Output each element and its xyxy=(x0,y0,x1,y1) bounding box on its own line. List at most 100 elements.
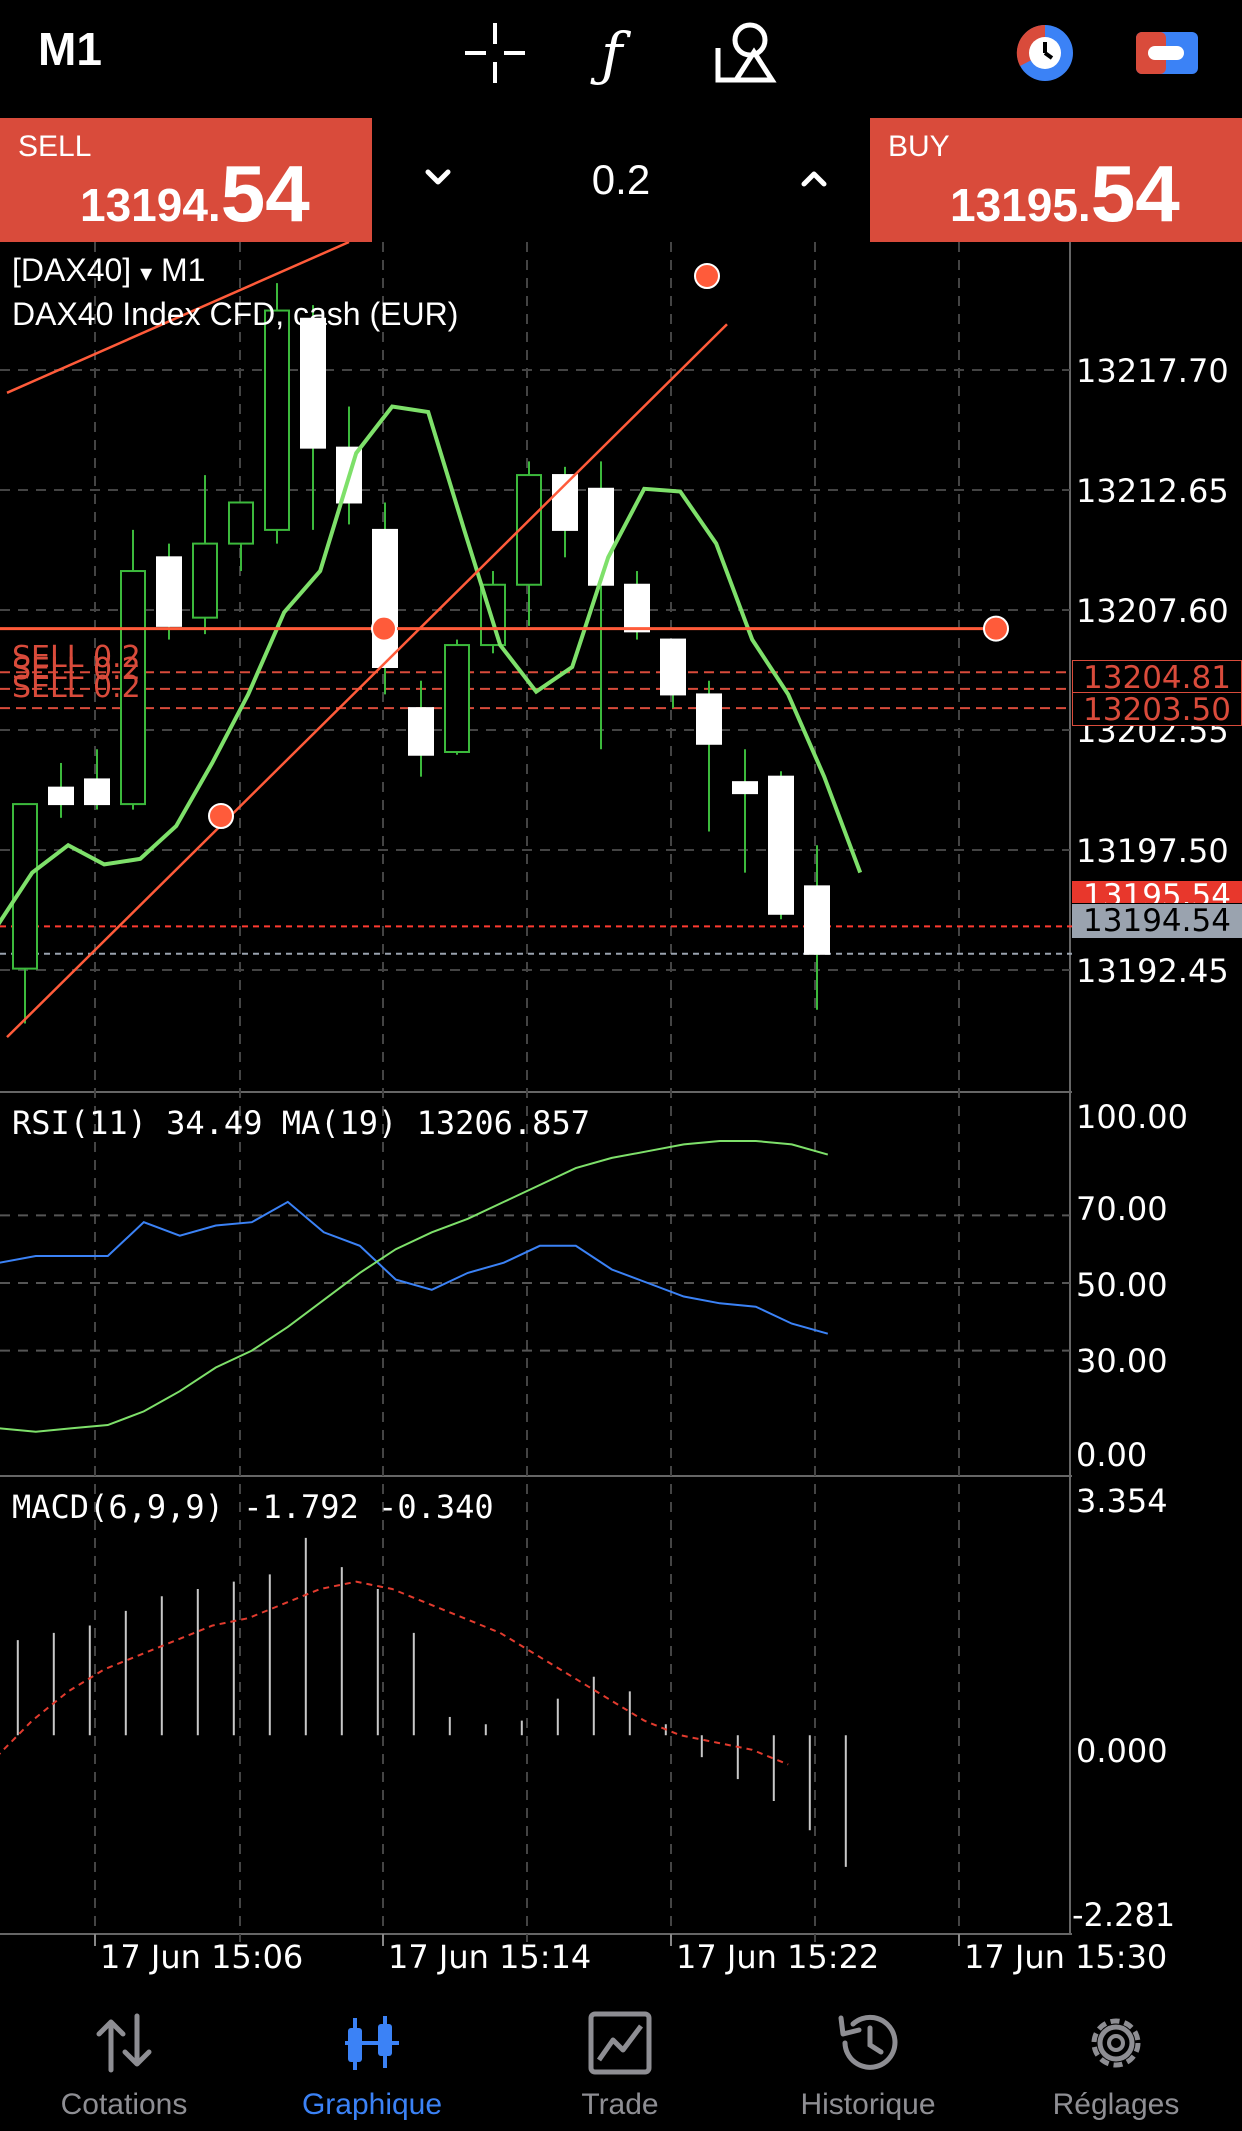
time-axis-label: 17 Jun 15:22 xyxy=(676,1938,880,1976)
symbol-dropdown-icon: ▾ xyxy=(140,260,153,287)
chart-symbol[interactable]: [DAX40] ▾ M1 xyxy=(12,252,205,289)
order-price-tag: 13203.50 xyxy=(1072,692,1242,727)
sell-price-big: 54 xyxy=(220,149,310,238)
lot-selector: 0.2 xyxy=(372,118,870,242)
symbol-description: DAX40 Index CFD, cash (EUR) xyxy=(12,296,459,332)
order-label: SELL 0.2 xyxy=(12,640,141,675)
candle-body xyxy=(264,309,290,531)
indicators-icon[interactable]: ƒ xyxy=(585,18,655,88)
tab-label: Graphique xyxy=(301,2088,443,2121)
crosshair-icon[interactable] xyxy=(460,18,530,88)
time-axis-label: 17 Jun 15:14 xyxy=(388,1938,592,1976)
svg-text:ƒ: ƒ xyxy=(590,20,632,88)
objects-icon[interactable] xyxy=(710,18,780,88)
candle-body xyxy=(624,583,650,633)
buy-price-small: 13195. xyxy=(950,179,1091,231)
tab-historique[interactable]: Historique xyxy=(744,1982,992,2131)
tab-label: Trade xyxy=(581,2088,659,2121)
buy-price-big: 54 xyxy=(1090,149,1180,238)
macd-axis-label: -2.281 xyxy=(1072,1896,1176,1934)
horizontal-line-anchor xyxy=(371,615,397,642)
buy-button[interactable]: BUY 13195.54 xyxy=(870,118,1242,242)
trendline-anchor xyxy=(694,263,720,289)
sell-price-small: 13194. xyxy=(80,179,221,231)
rsi-line xyxy=(0,1200,829,1335)
price-axis-label: 13212.65 xyxy=(1076,472,1229,510)
candle-body xyxy=(84,778,110,806)
candle-body xyxy=(408,707,434,756)
rsi-label: RSI(11) 34.49 MA(19) 13206.857 xyxy=(12,1104,590,1142)
order-label: SELL 0.2 xyxy=(12,670,141,705)
top-toolbar: M1 ƒ xyxy=(0,0,1242,116)
price-axis-label: 13207.60 xyxy=(1076,592,1229,630)
sell-price: 13194.54 xyxy=(80,148,310,240)
toggle-icon[interactable] xyxy=(1132,18,1202,88)
time-axis-label: 17 Jun 15:06 xyxy=(100,1938,304,1976)
macd-axis-label: 3.354 xyxy=(1076,1482,1168,1520)
history-icon xyxy=(838,2014,898,2070)
chart-icon xyxy=(345,2016,399,2070)
candle-body xyxy=(696,693,722,745)
buy-price: 13195.54 xyxy=(950,148,1180,240)
rsi-axis-label: 100.00 xyxy=(1076,1098,1188,1136)
symbol-name: [DAX40] xyxy=(12,252,132,288)
one-click-trading-panel: SELL 13194.54 0.2 BUY 13195.54 xyxy=(0,118,1242,242)
macd-label: MACD(6,9,9) -1.792 -0.340 xyxy=(12,1488,494,1526)
order-label: SELL 0.2 xyxy=(12,652,141,687)
rsi-axis-label: 50.00 xyxy=(1076,1266,1168,1304)
symbol-timeframe: M1 xyxy=(161,252,206,288)
sell-button[interactable]: SELL 13194.54 xyxy=(0,118,372,242)
tab-graphique[interactable]: Graphique xyxy=(248,1982,496,2131)
rsi-axis-label: 30.00 xyxy=(1076,1342,1168,1380)
settings-icon xyxy=(1091,2018,1141,2068)
candle-body xyxy=(48,786,74,806)
candle-body xyxy=(588,487,614,586)
bottom-tab-bar: Cotations Graphique Trade Historique xyxy=(0,1982,1242,2131)
trendline-anchor xyxy=(208,803,234,829)
ask-price-tag: 13195.54 xyxy=(1072,881,1242,903)
candle-body xyxy=(372,528,398,668)
price-axis-label: 13217.70 xyxy=(1076,352,1229,390)
sell-label: SELL xyxy=(18,130,92,163)
moving-average-line xyxy=(0,404,863,926)
rsi-ma-line xyxy=(0,1140,829,1433)
chevron-down-icon[interactable] xyxy=(408,148,468,208)
tab-label: Cotations xyxy=(60,2088,188,2121)
candle-body xyxy=(804,885,830,955)
time-axis-label: 17 Jun 15:30 xyxy=(964,1938,1168,1976)
candle-body xyxy=(444,644,470,753)
timeframe-button[interactable]: M1 xyxy=(38,23,102,75)
tab-reglages[interactable]: Réglages xyxy=(992,1982,1240,2131)
chevron-up-icon[interactable] xyxy=(784,148,844,208)
price-axis-label: 13197.50 xyxy=(1076,832,1229,870)
buy-label: BUY xyxy=(888,130,950,163)
macd-axis-label: 0.000 xyxy=(1076,1732,1168,1770)
candle-body xyxy=(228,501,254,545)
price-axis-label: 13192.45 xyxy=(1076,952,1229,990)
timer-icon[interactable] xyxy=(1010,18,1080,88)
tab-label: Historique xyxy=(800,2088,936,2121)
order-price-tag: 13204.81 xyxy=(1072,660,1242,695)
bid-price-tag: 13194.54 xyxy=(1072,904,1242,938)
candle-body xyxy=(768,775,794,915)
candle-body xyxy=(660,638,686,696)
candle-body xyxy=(120,570,146,806)
candle-body xyxy=(300,317,326,449)
rsi-axis-label: 0.00 xyxy=(1076,1436,1148,1474)
candle-body xyxy=(732,781,758,795)
trade-icon xyxy=(588,2011,652,2075)
trendline xyxy=(6,242,350,394)
quotes-icon xyxy=(96,2013,152,2073)
chart-area[interactable]: [DAX40] ▾ M1 DAX40 Index CFD, cash (EUR)… xyxy=(0,242,1242,1982)
lot-value[interactable]: 0.2 xyxy=(591,156,651,203)
macd-signal-line xyxy=(0,1580,789,1766)
candle-body xyxy=(192,542,218,619)
chart-canvas[interactable] xyxy=(0,242,1242,1982)
candle-body xyxy=(156,556,182,627)
horizontal-line-anchor xyxy=(983,615,1009,642)
tab-cotations[interactable]: Cotations xyxy=(0,1982,248,2131)
rsi-axis-label: 70.00 xyxy=(1076,1190,1168,1228)
trendline xyxy=(6,323,728,1039)
tab-label: Réglages xyxy=(1052,2088,1180,2121)
tab-trade[interactable]: Trade xyxy=(496,1982,744,2131)
